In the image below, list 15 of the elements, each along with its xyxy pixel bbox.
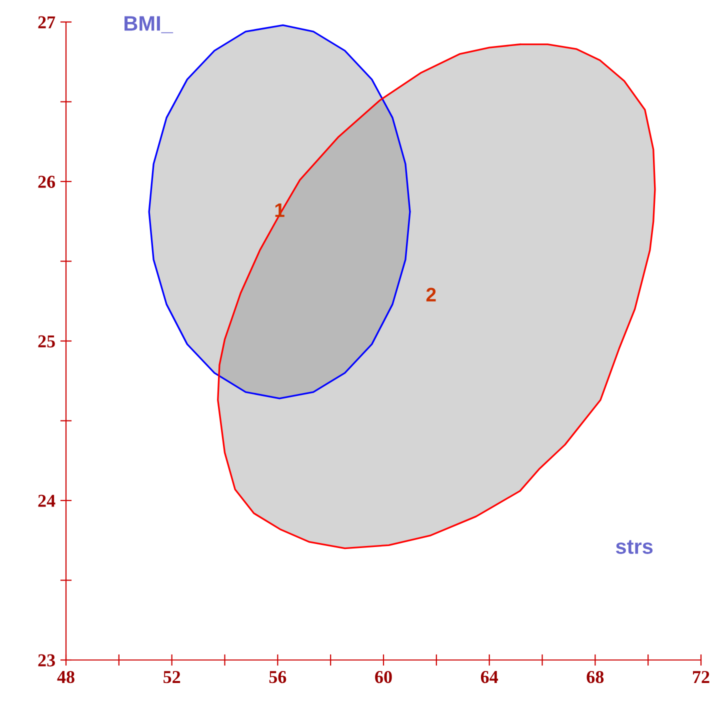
y-tick-label: 25: [38, 335, 55, 348]
y-axis-title: BMI_: [124, 16, 174, 34]
x-tick-label: 64: [480, 670, 498, 684]
x-tick-label: 72: [693, 670, 710, 683]
y-tick-label: 27: [38, 16, 56, 28]
annotation: 2: [426, 288, 436, 302]
x-tick-label: 48: [57, 670, 74, 684]
x-tick-label: 52: [164, 670, 180, 684]
y-tick-label: 26: [38, 176, 56, 188]
x-tick-label: 56: [269, 670, 286, 684]
x-tick-label: 60: [375, 670, 392, 684]
y-tick-label: 24: [38, 494, 56, 507]
x-tick-label: 68: [586, 670, 604, 684]
x-axis-title: strs: [616, 540, 653, 554]
y-tick-label: 23: [38, 654, 55, 666]
